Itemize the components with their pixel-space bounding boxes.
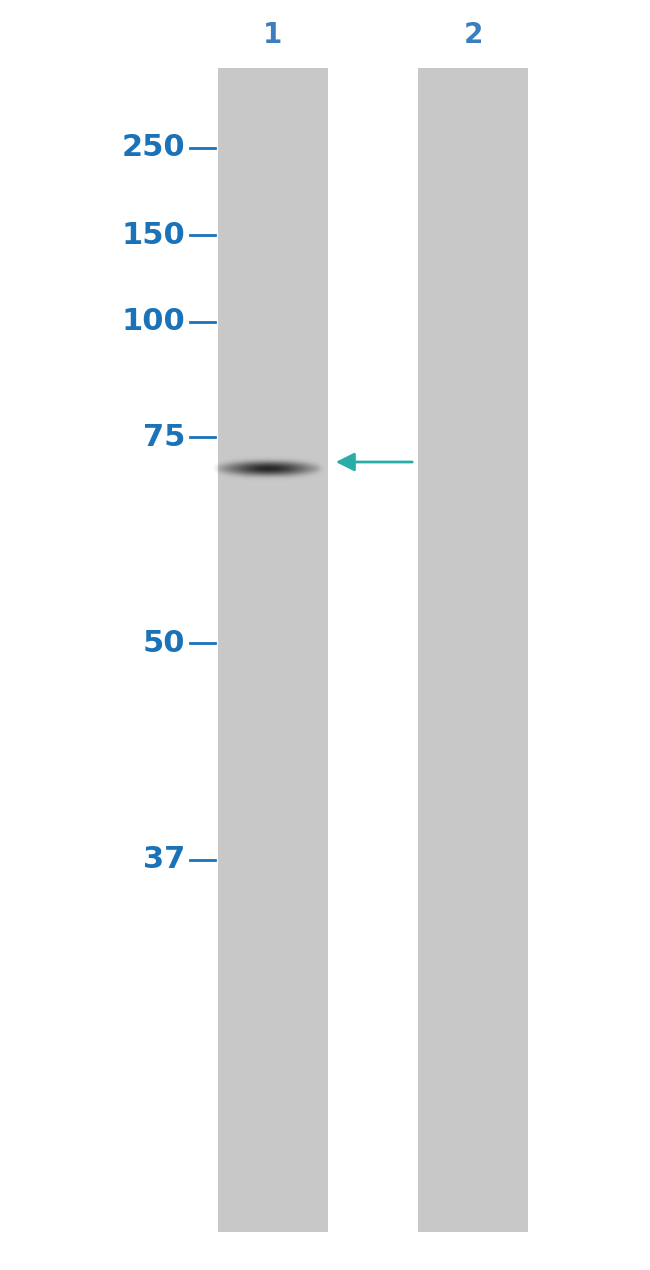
- Text: 75: 75: [142, 423, 185, 452]
- Bar: [218, 69, 328, 1232]
- Text: 37: 37: [143, 846, 185, 875]
- Text: 50: 50: [142, 629, 185, 658]
- Text: 2: 2: [463, 22, 483, 50]
- Bar: [418, 69, 528, 1232]
- Text: 1: 1: [263, 22, 283, 50]
- Text: 150: 150: [122, 221, 185, 249]
- Text: 250: 250: [122, 133, 185, 163]
- Text: 100: 100: [122, 307, 185, 337]
